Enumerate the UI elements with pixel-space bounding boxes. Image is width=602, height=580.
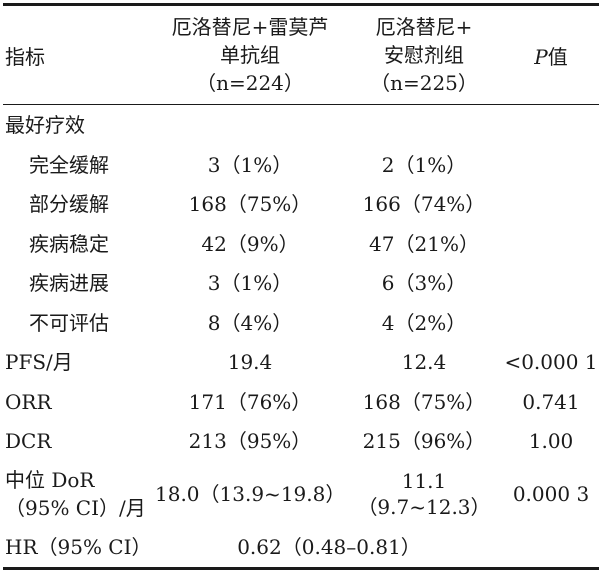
cell-p: 1.00 xyxy=(528,429,574,454)
header-col3-line2: 安慰剂组 xyxy=(384,43,464,67)
cell-hr-value: 0.62（0.48–0.81） xyxy=(237,535,421,559)
row-label: 完全缓解 xyxy=(29,152,109,177)
table-row-dor: 中位 DoR （95% CI）/月 18.0（13.9~19.8） 11.1（9… xyxy=(3,461,599,527)
header-p-suffix: 值 xyxy=(547,45,568,69)
section-row-best-response: 最好疗效 xyxy=(3,105,599,145)
row-label: 疾病稳定 xyxy=(29,231,109,256)
row-label: 部分缓解 xyxy=(29,192,109,217)
cell-group-b: 11.1（9.7~12.3） xyxy=(357,469,491,519)
table-row: DCR 213（95%） 215（96%） 1.00 xyxy=(3,422,599,462)
table-row: 部分缓解 168（75%） 166（74%） xyxy=(3,185,599,225)
row-label: PFS/月 xyxy=(5,350,73,375)
cell-group-b: 168（75%） xyxy=(362,389,486,414)
cell-group-b: 166（74%） xyxy=(362,192,486,217)
cell-group-a: 213（95%） xyxy=(188,429,312,454)
row-label: ORR xyxy=(5,389,52,414)
cell-group-a: 3（1%） xyxy=(207,152,293,177)
table-row: PFS/月 19.4 12.4 <0.000 1 xyxy=(3,343,599,383)
table-header-row: 指标 厄洛替尼+雷莫芦 单抗组 （n=224） 厄洛替尼+ 安慰剂组 （n=22… xyxy=(3,6,599,104)
table-header-rule xyxy=(3,104,599,105)
row-label-dor: 中位 DoR （95% CI）/月 xyxy=(3,466,155,522)
row-label-hr: HR（95% CI） xyxy=(5,535,152,559)
header-col2-line1: 厄洛替尼+雷莫芦 xyxy=(171,15,329,39)
row-label: 疾病进展 xyxy=(29,271,109,296)
header-p-italic: P xyxy=(534,45,548,69)
header-ramucirumab-group: 厄洛替尼+雷莫芦 单抗组 （n=224） xyxy=(155,13,345,97)
header-col2-line2: 单抗组 xyxy=(220,43,280,67)
table-row: 不可评估 8（4%） 4（2%） xyxy=(3,303,599,343)
row-label: DCR xyxy=(5,429,52,454)
table-top-rule xyxy=(3,3,599,6)
cell-group-a: 171（76%） xyxy=(188,389,312,414)
row-label-dor-line2: （95% CI）/月 xyxy=(5,496,146,520)
cell-group-a: 18.0（13.9~19.8） xyxy=(155,482,346,506)
cell-group-a: 168（75%） xyxy=(188,192,312,217)
cell-p: 0.000 3 xyxy=(512,482,590,506)
results-table: 指标 厄洛替尼+雷莫芦 单抗组 （n=224） 厄洛替尼+ 安慰剂组 （n=22… xyxy=(3,3,599,570)
header-col3-line3: （n=225） xyxy=(370,71,478,95)
cell-group-a: 19.4 xyxy=(227,350,273,375)
cell-group-b: 6（3%） xyxy=(381,271,467,296)
cell-group-b: 47（21%） xyxy=(369,231,479,256)
table-row: ORR 171（76%） 168（75%） 0.741 xyxy=(3,382,599,422)
header-placebo-group: 厄洛替尼+ 安慰剂组 （n=225） xyxy=(345,13,503,97)
table-row: 疾病进展 3（1%） 6（3%） xyxy=(3,264,599,304)
cell-group-a: 3（1%） xyxy=(207,271,293,296)
cell-group-a: 8（4%） xyxy=(207,310,293,335)
table-row: 完全缓解 3（1%） 2（1%） xyxy=(3,145,599,185)
cell-p: <0.000 1 xyxy=(504,350,598,375)
table-row: 疾病稳定 42（9%） 47（21%） xyxy=(3,224,599,264)
cell-group-b: 2（1%） xyxy=(381,152,467,177)
header-indicator: 指标 xyxy=(5,45,45,69)
header-col2-line3: （n=224） xyxy=(196,71,304,95)
cell-group-b: 4（2%） xyxy=(381,310,467,335)
cell-group-b: 215（96%） xyxy=(362,429,486,454)
header-p-value: P值 xyxy=(503,40,599,70)
cell-group-a: 42（9%） xyxy=(201,231,299,256)
section-label: 最好疗效 xyxy=(5,113,85,137)
row-label: 不可评估 xyxy=(29,310,109,335)
header-col3-line1: 厄洛替尼+ xyxy=(375,15,473,39)
table-row-hr: HR（95% CI） 0.62（0.48–0.81） xyxy=(3,527,599,567)
cell-p: 0.741 xyxy=(522,389,580,414)
table-bottom-rule xyxy=(3,567,599,570)
cell-group-b: 12.4 xyxy=(401,350,447,375)
row-label-dor-line1: 中位 DoR xyxy=(5,468,95,492)
